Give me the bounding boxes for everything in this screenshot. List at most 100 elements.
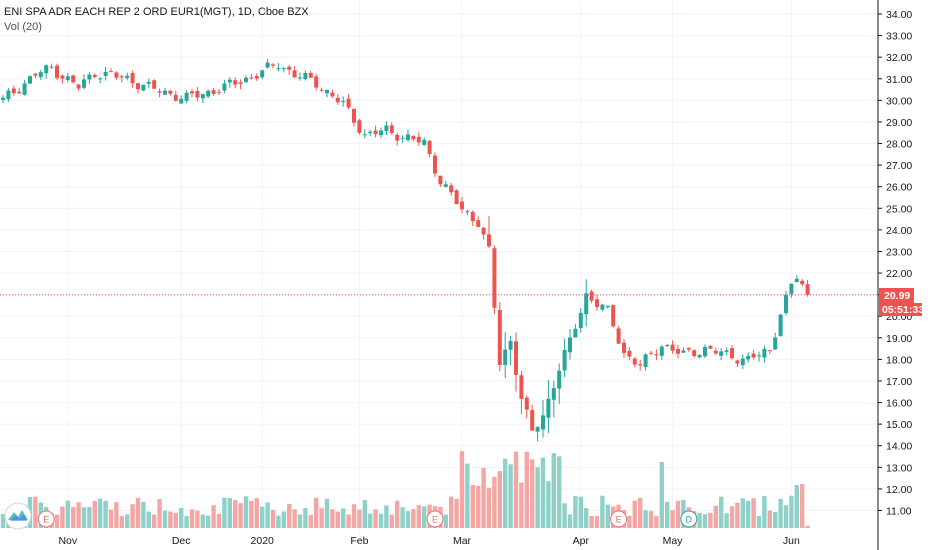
volume-bar	[513, 451, 519, 528]
volume-bar	[222, 497, 227, 528]
countdown-box	[879, 303, 922, 316]
volume-bar	[254, 498, 259, 528]
volume-bar	[125, 514, 130, 528]
x-tick-label: Mar	[453, 535, 472, 547]
candle-body	[654, 354, 659, 356]
candle-body	[346, 98, 351, 108]
volume-bar	[389, 514, 394, 528]
candle-body	[476, 220, 481, 227]
candle-body	[271, 64, 275, 66]
candle-body	[708, 346, 713, 349]
volume-bar	[157, 498, 162, 528]
volume-bar	[184, 516, 189, 528]
volume-bar	[675, 500, 681, 528]
earnings-marker[interactable]: E	[37, 510, 55, 528]
symbol-title[interactable]: ENI SPA ADR EACH REP 2 ORD EUR1(MGT), 1D…	[4, 6, 309, 18]
candle-body	[368, 131, 373, 134]
volume-bar	[65, 500, 70, 528]
event-marker-label: E	[43, 515, 49, 525]
candle-body	[384, 125, 389, 132]
tradingview-logo-icon[interactable]	[4, 502, 32, 530]
volume-bar	[33, 496, 38, 528]
volume-bar	[98, 498, 103, 528]
candle-body	[746, 355, 751, 360]
candle-body	[130, 72, 135, 84]
candle-body	[395, 134, 400, 141]
candle-body	[33, 73, 38, 76]
volume-bar	[276, 515, 281, 528]
volume-bar	[519, 482, 524, 528]
volume-bar	[573, 496, 578, 528]
volume-bar	[281, 511, 286, 528]
candle-body	[433, 155, 437, 174]
candle-body	[438, 175, 443, 185]
volume-bar	[314, 497, 319, 528]
volume-bar	[643, 510, 648, 528]
volume-bar	[76, 502, 81, 528]
candle-body	[379, 130, 383, 136]
candle-body	[762, 348, 767, 358]
candle-body	[757, 355, 761, 357]
candle-body	[611, 305, 616, 327]
candle-body	[265, 62, 270, 68]
candle-body	[470, 211, 475, 222]
volume-bar	[443, 514, 448, 528]
candle-body	[713, 350, 718, 354]
volume-bar	[773, 511, 778, 528]
candle-body	[373, 130, 378, 135]
volume-bar	[557, 456, 562, 528]
y-tick-label: 19.00	[886, 333, 912, 345]
volume-bar	[249, 500, 254, 528]
volume-bar	[362, 500, 367, 528]
candle-body	[719, 351, 724, 356]
candle-body	[492, 248, 497, 308]
volume-bar	[368, 513, 373, 528]
candle-body	[28, 76, 32, 84]
price-axis[interactable]: 34.00 33.00 32.00 31.00 30.00 29.00 28.00 27.00…	[878, 9, 912, 518]
volume-bar	[454, 498, 459, 528]
x-tick-label: May	[663, 535, 684, 547]
x-tick-label: Nov	[58, 535, 77, 547]
y-tick-label: 32.00	[886, 52, 912, 64]
candle-body	[562, 350, 567, 371]
volume-bar	[702, 514, 708, 528]
volume-bar	[130, 504, 135, 528]
candle-body	[454, 190, 459, 205]
candle-body	[406, 134, 410, 140]
candle-body	[735, 360, 740, 364]
price-tag-box	[879, 288, 914, 303]
candle-body	[22, 83, 27, 95]
volume-bar	[465, 463, 470, 528]
candle-body	[233, 80, 238, 85]
volume-bar	[405, 511, 411, 528]
dividend-marker[interactable]: D	[680, 510, 698, 528]
y-tick-label: 34.00	[886, 9, 912, 21]
candle-body	[568, 337, 572, 353]
volume-bar	[0, 513, 6, 528]
volume-bar	[324, 498, 330, 528]
x-tick-label: Dec	[172, 535, 191, 547]
time-axis[interactable]: Nov Dec 2020 Feb Mar Apr May Jun	[58, 535, 800, 547]
y-tick-label: 16.00	[886, 398, 912, 410]
volume-bar	[189, 509, 195, 528]
event-marker-label: D	[686, 515, 693, 525]
volume-bar	[373, 509, 378, 528]
candle-body	[146, 81, 151, 84]
volume-bar	[551, 453, 556, 528]
candle-body	[292, 70, 297, 78]
chart-legend: ENI SPA ADR EACH REP 2 ORD EUR1(MGT), 1D…	[4, 5, 309, 35]
candle-body	[573, 328, 578, 338]
earnings-marker[interactable]: E	[610, 510, 628, 528]
volume-bar	[638, 497, 643, 528]
volume-bar	[103, 500, 108, 528]
volume-bar	[422, 506, 427, 528]
volume-legend[interactable]: Vol (20)	[4, 21, 42, 33]
candle-body	[325, 89, 329, 94]
earnings-marker[interactable]: E	[426, 510, 444, 528]
candle-body	[416, 136, 421, 143]
volume-bar	[416, 505, 421, 528]
candle-body	[206, 90, 211, 97]
candle-body	[195, 91, 200, 98]
candle-body	[600, 304, 605, 310]
